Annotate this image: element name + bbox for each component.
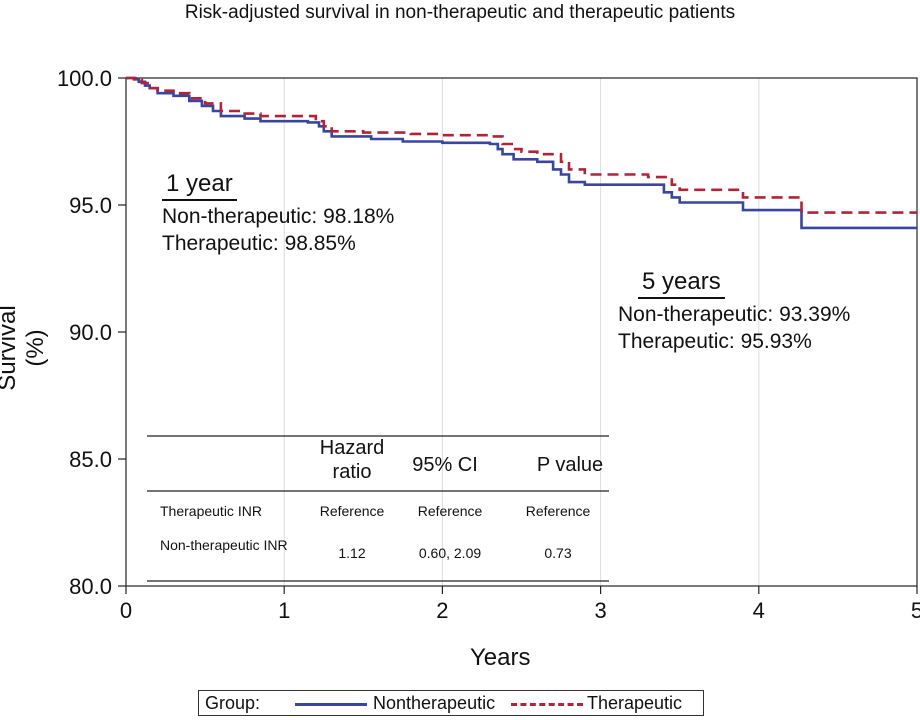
series-line-therapeutic: [126, 76, 917, 214]
x-tick-label-1: 1: [278, 598, 290, 623]
y-tick-label-90.0: 90.0: [69, 320, 112, 345]
axes: [118, 77, 918, 594]
annotation-1-year-line-1: Non-therapeutic: 98.18%: [162, 205, 395, 228]
annotation-5-years-heading: 5 years: [638, 268, 725, 299]
legend-label-nontherapeutic: Nontherapeutic: [373, 693, 496, 713]
y-tick-label-85.0: 85.0: [69, 447, 112, 472]
y-axis-label: Survival (%): [0, 305, 49, 391]
gridlines: [283, 78, 760, 586]
legend-title: Group:: [205, 693, 261, 713]
y-tick-label-100.0: 100.0: [57, 66, 112, 91]
annotation-1-year-line-2: Therapeutic: 98.85%: [162, 232, 356, 255]
table-row-2-hazard: 1.12: [338, 545, 366, 561]
x-tick-label-2: 2: [436, 598, 448, 623]
table-row-2-p: 0.73: [544, 545, 572, 561]
legend-label-therapeutic: Therapeutic: [587, 693, 683, 713]
annotation-5-years-line-2: Therapeutic: 95.93%: [618, 330, 812, 353]
legend-swatch-nontherapeutic: [295, 703, 367, 706]
x-tick-label-4: 4: [753, 598, 765, 623]
annotation-1-year: 1 year Non-therapeutic: 98.18% Therapeut…: [162, 170, 394, 257]
annotation-5-years-line-1: Non-therapeutic: 93.39%: [618, 303, 851, 326]
table-row-1-p: Reference: [525, 503, 591, 519]
tick-labels: 0 1 2 3 4 5 80.0 85.0 90.0 95.0 100.0: [57, 66, 920, 623]
y-tick-label-80.0: 80.0: [69, 574, 112, 599]
x-tick-label-0: 0: [120, 598, 132, 623]
legend: Group: Nontherapeutic Therapeutic: [198, 690, 704, 716]
table-row-2-ci: 0.60, 2.09: [418, 545, 482, 561]
annotation-5-years: 5 years Non-therapeutic: 93.39% Therapeu…: [618, 268, 850, 355]
chart-title: Risk-adjusted survival in non-therapeuti…: [184, 2, 736, 23]
table-row-1-hazard: Reference: [319, 503, 385, 519]
x-tick-label-3: 3: [594, 598, 606, 623]
table-row-2-label: Non-therapeutic INR: [160, 537, 288, 553]
table-rules: [147, 435, 609, 582]
table-header-ci: 95% CI: [412, 454, 478, 476]
table-header-p-value: P value: [536, 454, 604, 476]
legend-swatch-therapeutic: [511, 703, 583, 706]
series-line-nontherapeutic: [126, 76, 917, 230]
y-tick-label-95.0: 95.0: [69, 193, 112, 218]
series-lines: [126, 76, 917, 230]
annotation-1-year-heading: 1 year: [162, 170, 237, 201]
x-tick-label-5: 5: [911, 598, 920, 623]
x-axis-label: Years: [470, 644, 531, 671]
table-row-1-ci: Reference: [417, 503, 483, 519]
table-header-hazard-ratio: Hazard ratio: [319, 437, 385, 483]
table-row-1-label: Therapeutic INR: [160, 503, 262, 519]
